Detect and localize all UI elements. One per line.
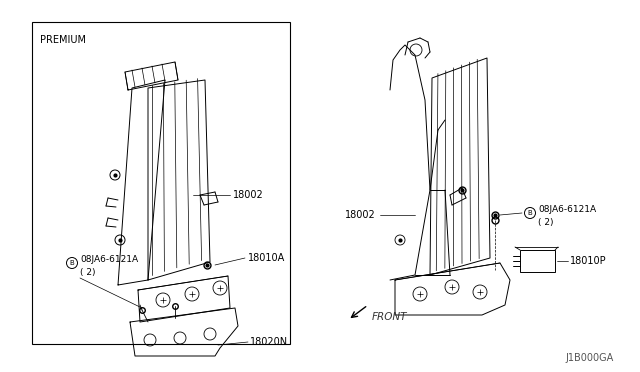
Text: PREMIUM: PREMIUM [40,35,86,45]
Text: ( 2): ( 2) [538,218,554,227]
Text: 18010A: 18010A [248,253,285,263]
Bar [520,250,555,272]
Text: ( 2): ( 2) [80,267,95,276]
Text: 08JA6-6121A: 08JA6-6121A [538,205,596,215]
Text: 18020N: 18020N [250,337,288,347]
Text: FRONT: FRONT [372,312,408,322]
Text: B: B [527,210,532,216]
Text: B: B [70,260,74,266]
Bar [32,22,290,344]
Text: 18002: 18002 [233,190,264,200]
Text: 18002: 18002 [345,210,376,220]
Text: 18010P: 18010P [570,256,607,266]
Text: J1B000GA: J1B000GA [566,353,614,363]
Text: 08JA6-6121A: 08JA6-6121A [80,256,138,264]
